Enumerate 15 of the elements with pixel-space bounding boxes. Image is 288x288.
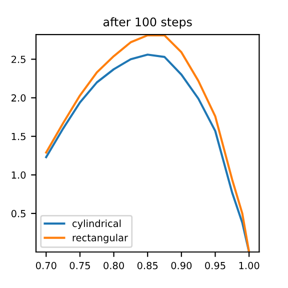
y-tick-label: 1.0	[12, 171, 26, 179]
x-tick-label: 1.00	[239, 262, 260, 270]
y-tick-label: 1.5	[12, 132, 26, 140]
x-tick-label: 0.80	[104, 262, 124, 270]
legend-label: rectangular	[72, 234, 128, 244]
x-tick-label: 0.95	[205, 262, 226, 270]
legend-label: cylindrical	[72, 220, 121, 229]
y-tick-label: 2.0	[12, 94, 26, 102]
x-tick-label: 0.85	[137, 262, 158, 270]
y-tick-label: 0.5	[11, 210, 26, 218]
y-tick-label: 2.5	[12, 56, 26, 64]
x-tick-label: 0.75	[70, 262, 90, 270]
x-tick-label: 0.70	[36, 262, 56, 270]
x-tick-label: 0.90	[171, 262, 192, 270]
chart-title: after 100 steps	[103, 17, 192, 29]
